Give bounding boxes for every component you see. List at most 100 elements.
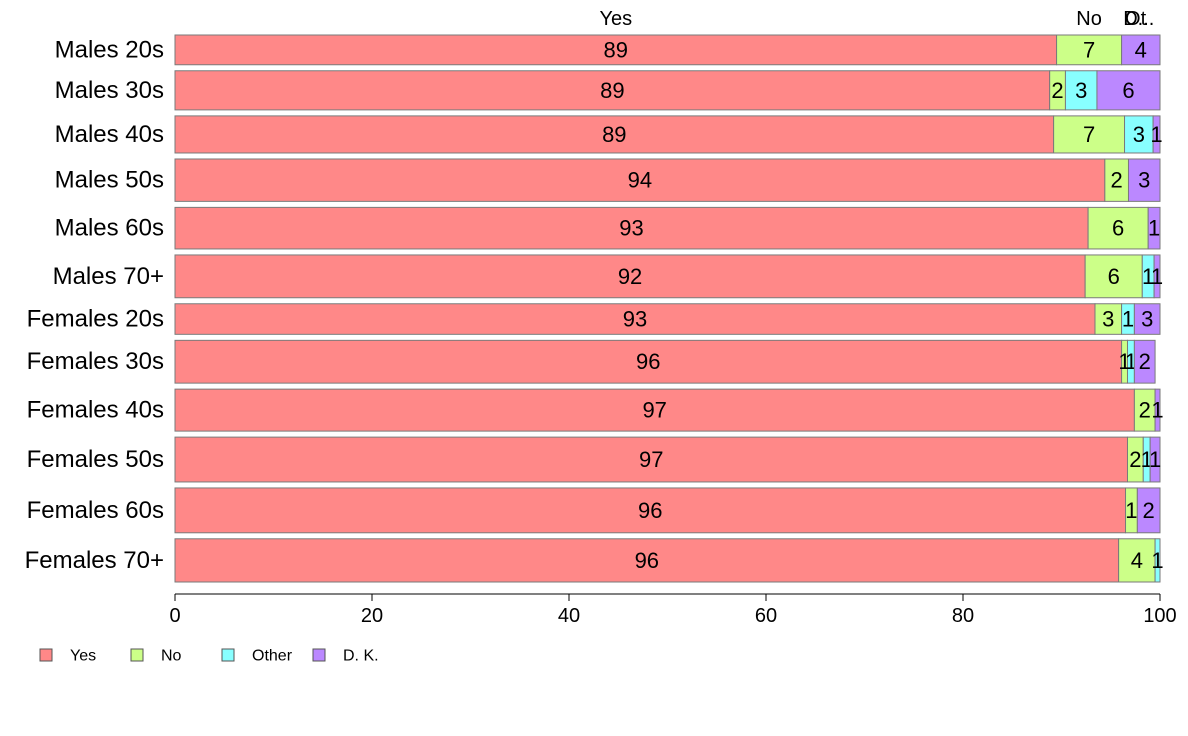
- bar-segment-other: [1124, 115, 1154, 154]
- data-label: 2: [1129, 447, 1141, 472]
- data-label: 1: [1125, 498, 1137, 523]
- data-label: 3: [1141, 307, 1153, 332]
- bar-segment-d-k: [1154, 388, 1161, 432]
- data-label: 97: [639, 447, 663, 472]
- data-label: 93: [619, 216, 643, 241]
- x-tick-label: 20: [361, 605, 383, 627]
- category-label: Females 30s: [27, 348, 164, 375]
- bar-segment-d-k: [1121, 34, 1161, 66]
- category-label: Males 60s: [55, 215, 164, 242]
- data-label: 92: [618, 264, 642, 289]
- legend-swatch-other: [221, 648, 235, 662]
- legend-label: Yes: [70, 648, 96, 665]
- data-label: 2: [1051, 78, 1063, 103]
- series-top-label: Yes: [599, 8, 632, 30]
- data-label: 3: [1102, 307, 1114, 332]
- data-label: 1: [1122, 307, 1134, 332]
- category-label: Males 30s: [55, 77, 164, 104]
- data-label: 6: [1108, 264, 1120, 289]
- category-label: Females 50s: [27, 446, 164, 473]
- data-label: 1: [1149, 447, 1161, 472]
- data-label: 2: [1143, 498, 1155, 523]
- category-label: Males 70+: [53, 263, 164, 290]
- category-label: Females 40s: [27, 397, 164, 424]
- top-series-labels: Yes No OtD...: [599, 8, 1154, 30]
- data-label: 1: [1151, 264, 1163, 289]
- bar-segment-other: [1154, 538, 1161, 583]
- data-label: 89: [600, 78, 624, 103]
- data-label: 2: [1139, 349, 1151, 374]
- bar-segment-other: [1064, 70, 1098, 111]
- x-tick-label: 80: [952, 605, 974, 627]
- data-label: 7: [1083, 37, 1095, 62]
- legend-label: No: [161, 648, 182, 665]
- legend-label: D. K.: [343, 648, 379, 665]
- bar-segment-yes: [174, 388, 1135, 432]
- category-labels: Males 20s Males 30s Males 40s Males 50s Male…: [25, 36, 164, 574]
- bar-segment-yes: [174, 115, 1055, 154]
- bar-segment-d-k: [1127, 158, 1161, 202]
- bar-segment-yes: [174, 206, 1089, 250]
- bar-segment-d-k: [1149, 436, 1161, 483]
- data-label: 89: [602, 122, 626, 147]
- data-label: 3: [1138, 168, 1150, 193]
- bar-segment-no: [1056, 34, 1123, 66]
- bar-segment-yes: [174, 254, 1086, 299]
- category-label: Females 60s: [27, 497, 164, 524]
- data-label: 1: [1151, 548, 1163, 573]
- bar-segment-yes: [174, 70, 1051, 111]
- category-label: Males 50s: [55, 167, 164, 194]
- series-top-label: Ot: [1125, 8, 1147, 30]
- x-tick-label: 100: [1143, 605, 1176, 627]
- data-label: 89: [604, 37, 628, 62]
- bar-segment-d-k: [1133, 339, 1156, 384]
- category-label: Females 20s: [27, 306, 164, 333]
- data-label: 1: [1150, 122, 1162, 147]
- legend-label: Other: [252, 648, 293, 665]
- bar-segment-yes: [174, 158, 1106, 202]
- data-label: 96: [635, 548, 659, 573]
- data-label: 94: [628, 168, 652, 193]
- bar-segment-d-k: [1096, 70, 1161, 111]
- legend-swatch-yes: [39, 648, 53, 662]
- data-label: 3: [1133, 122, 1145, 147]
- bar-segment-no: [1084, 254, 1143, 299]
- data-label: 4: [1135, 37, 1147, 62]
- data-label: 96: [638, 498, 662, 523]
- bar-segment-yes: [174, 303, 1096, 335]
- bar-segment-d-k: [1152, 115, 1161, 154]
- x-axis: 0 20 40 60 80 100: [169, 593, 1177, 627]
- bar-segment-d-k: [1136, 487, 1161, 534]
- bar-segment-d-k: [1153, 254, 1161, 299]
- data-label: 2: [1111, 168, 1123, 193]
- bar-segment-no: [1053, 115, 1126, 154]
- bar-segment-yes: [174, 538, 1120, 583]
- data-label: 93: [623, 307, 647, 332]
- bar-segment-yes: [174, 487, 1127, 534]
- data-label: 1: [1151, 398, 1163, 423]
- data-label: 96: [636, 349, 660, 374]
- x-tick-label: 40: [558, 605, 580, 627]
- data-label: 1: [1148, 216, 1160, 241]
- category-label: Females 70+: [25, 547, 164, 574]
- x-tick-label: 60: [755, 605, 777, 627]
- data-label: 7: [1083, 122, 1095, 147]
- legend-swatch-d-k: [312, 648, 326, 662]
- series-top-label: No: [1076, 8, 1102, 30]
- bar-segment-d-k: [1147, 206, 1161, 250]
- category-label: Males 40s: [55, 121, 164, 148]
- data-label: 6: [1122, 78, 1134, 103]
- series-top-label: D...: [1123, 8, 1154, 30]
- legend: Yes No Other D. K.: [39, 648, 379, 665]
- bar-segment-yes: [174, 339, 1123, 384]
- x-tick-label: 0: [169, 605, 180, 627]
- bar-segment-d-k: [1133, 303, 1161, 335]
- category-label: Males 20s: [55, 36, 164, 63]
- data-label: 2: [1139, 398, 1151, 423]
- data-label: 1: [1142, 264, 1154, 289]
- data-label: 97: [642, 398, 666, 423]
- bar-segment-no: [1118, 538, 1156, 583]
- bar-segment-yes: [174, 34, 1058, 66]
